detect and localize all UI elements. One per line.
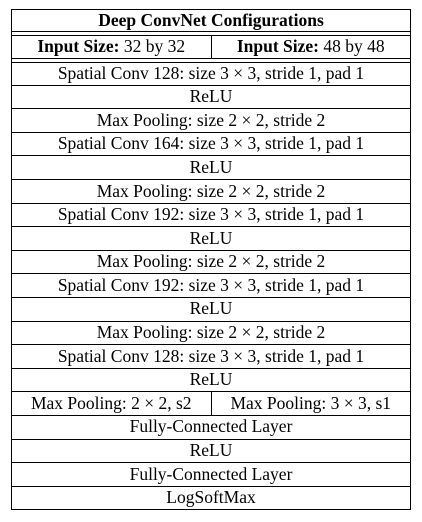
layer-row: Max Pooling: size 2 × 2, stride 2 — [12, 322, 410, 346]
split-pooling-row: Max Pooling: 2 × 2, s2 Max Pooling: 3 × … — [12, 392, 410, 416]
layer-row: ReLU — [12, 369, 410, 393]
layer-row: Spatial Conv 128: size 3 × 3, stride 1, … — [12, 345, 410, 369]
layer-row: ReLU — [12, 156, 410, 180]
layer-row: Max Pooling: size 2 × 2, stride 2 — [12, 180, 410, 204]
pooling-32-cell: Max Pooling: 2 × 2, s2 — [12, 392, 212, 415]
input-size-label: Input Size: — [236, 36, 320, 57]
table-title: Deep ConvNet Configurations — [12, 9, 410, 32]
input-size-value: 32 by 32 — [123, 36, 186, 57]
layer-row: ReLU — [12, 298, 410, 322]
input-size-label: Input Size: — [37, 36, 120, 57]
layer-row: Max Pooling: size 2 × 2, stride 2 — [12, 109, 410, 133]
layer-row: Spatial Conv 164: size 3 × 3, stride 1, … — [12, 133, 410, 157]
layer-row: Spatial Conv 192: size 3 × 3, stride 1, … — [12, 274, 410, 298]
layer-row: ReLU — [12, 440, 410, 464]
layer-row: Spatial Conv 128: size 3 × 3, stride 1, … — [12, 62, 410, 86]
layer-row: Fully-Connected Layer — [12, 416, 410, 440]
input-size-row: Input Size: 32 by 32 Input Size: 48 by 4… — [12, 35, 410, 59]
layer-row: Max Pooling: size 2 × 2, stride 2 — [12, 251, 410, 275]
layer-row: Fully-Connected Layer — [12, 463, 410, 487]
input-size-48-cell: Input Size: 48 by 48 — [212, 36, 411, 58]
layer-row: LogSoftMax — [12, 487, 410, 511]
layer-row: ReLU — [12, 227, 410, 251]
input-size-value: 48 by 48 — [323, 36, 385, 57]
layer-row: ReLU — [12, 86, 410, 110]
config-table: Deep ConvNet Configurations Input Size: … — [11, 9, 411, 511]
layer-row: Spatial Conv 192: size 3 × 3, stride 1, … — [12, 204, 410, 228]
input-size-32-cell: Input Size: 32 by 32 — [12, 36, 212, 58]
pooling-48-cell: Max Pooling: 3 × 3, s1 — [230, 392, 392, 413]
